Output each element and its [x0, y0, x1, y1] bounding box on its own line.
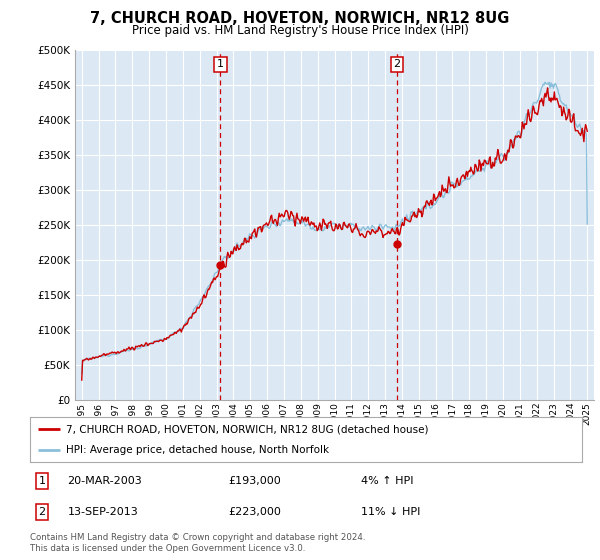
Text: 2: 2 [38, 507, 46, 517]
Text: Contains HM Land Registry data © Crown copyright and database right 2024.
This d: Contains HM Land Registry data © Crown c… [30, 533, 365, 553]
Text: 2: 2 [394, 59, 401, 69]
Text: £193,000: £193,000 [229, 476, 281, 486]
Text: HPI: Average price, detached house, North Norfolk: HPI: Average price, detached house, Nort… [66, 445, 329, 455]
Text: 11% ↓ HPI: 11% ↓ HPI [361, 507, 421, 517]
Text: Price paid vs. HM Land Registry's House Price Index (HPI): Price paid vs. HM Land Registry's House … [131, 24, 469, 36]
Text: £223,000: £223,000 [229, 507, 281, 517]
Text: 4% ↑ HPI: 4% ↑ HPI [361, 476, 414, 486]
Text: 1: 1 [217, 59, 224, 69]
Text: 1: 1 [38, 476, 46, 486]
Text: 7, CHURCH ROAD, HOVETON, NORWICH, NR12 8UG: 7, CHURCH ROAD, HOVETON, NORWICH, NR12 8… [91, 11, 509, 26]
Text: 20-MAR-2003: 20-MAR-2003 [68, 476, 142, 486]
Text: 7, CHURCH ROAD, HOVETON, NORWICH, NR12 8UG (detached house): 7, CHURCH ROAD, HOVETON, NORWICH, NR12 8… [66, 424, 428, 435]
Text: 13-SEP-2013: 13-SEP-2013 [68, 507, 138, 517]
